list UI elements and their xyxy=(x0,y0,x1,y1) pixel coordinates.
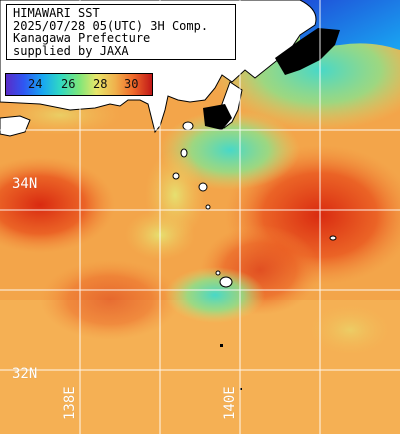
island-kozushima xyxy=(198,182,208,192)
legend-tick-28: 28 xyxy=(93,77,108,91)
lat-label-34n: 34N xyxy=(12,176,38,192)
lon-label-138e: 138E xyxy=(62,386,78,420)
island-oshima xyxy=(182,121,194,131)
lat-label-32n: 32N xyxy=(12,366,38,382)
caption-title: HIMAWARI SST xyxy=(13,6,100,20)
land-izu xyxy=(0,115,31,137)
no-data-area-bay xyxy=(203,104,232,130)
caption-region: Kanagawa Prefecture xyxy=(13,31,151,45)
caption-source: supplied by JAXA xyxy=(13,43,129,58)
lon-label-140e: 140E xyxy=(222,386,238,420)
island-hachijojima xyxy=(219,276,233,288)
island-small xyxy=(205,204,211,210)
legend-tick-26: 26 xyxy=(61,77,76,91)
sst-color-legend: 24 26 28 30 xyxy=(5,73,153,96)
warm-eddy-west xyxy=(0,157,115,253)
cool-water-izu xyxy=(165,267,265,323)
map-caption: HIMAWARI SST 2025/07/28 05(UTC) 3H Comp. K… xyxy=(6,4,236,60)
caption-date: 2025/07/28 05(UTC) 3H Comp. xyxy=(13,18,209,33)
no-data-speck xyxy=(220,344,223,347)
island-east xyxy=(329,235,337,241)
no-data-area xyxy=(275,28,340,75)
island-toshima xyxy=(180,148,188,158)
legend-tick-24: 24 xyxy=(28,77,43,91)
legend-tick-30: 30 xyxy=(124,77,139,91)
island-small-2 xyxy=(215,270,221,276)
island-niijima xyxy=(172,172,180,180)
